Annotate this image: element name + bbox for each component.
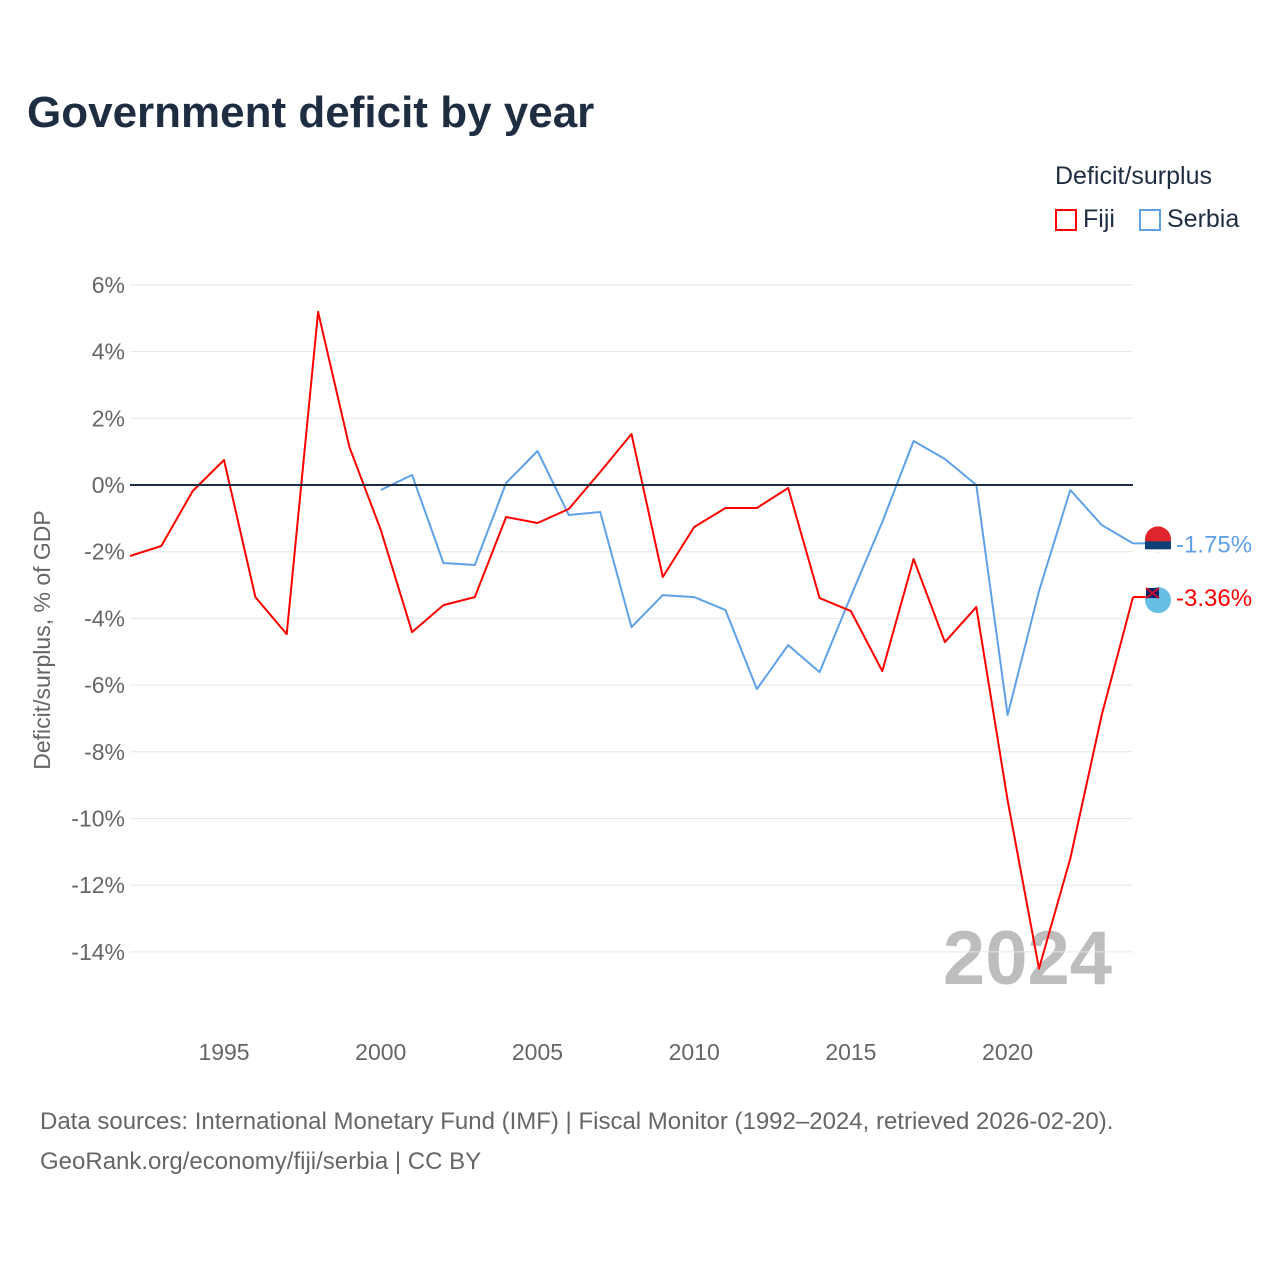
y-tick-label: -14% — [71, 939, 125, 965]
y-tick-label: -10% — [71, 806, 125, 832]
y-tick-label: -6% — [84, 672, 125, 698]
y-tick-label: 4% — [92, 339, 125, 365]
legend-label-serbia: Serbia — [1167, 205, 1240, 233]
end-value-label-serbia: -1.75% — [1176, 531, 1252, 558]
series-line-fiji — [129, 310, 1134, 970]
y-tick-label: -4% — [84, 605, 125, 631]
series-line-serbia — [380, 440, 1134, 717]
chart-title: Government deficit by year — [27, 88, 595, 137]
x-tick-label: 2000 — [355, 1039, 406, 1065]
y-tick-label: -8% — [84, 739, 125, 765]
y-tick-label: 0% — [92, 472, 125, 498]
legend-item-serbia[interactable]: Serbia — [1139, 205, 1239, 234]
y-tick-label: 6% — [92, 272, 125, 298]
x-tick-label: 1995 — [198, 1039, 249, 1065]
legend-swatch-fiji — [1055, 208, 1077, 231]
legend-title: Deficit/surplus — [1055, 162, 1212, 190]
y-axis-label: Deficit/surplus, % of GDP — [29, 510, 55, 769]
legend-label-fiji: Fiji — [1083, 205, 1115, 233]
source-line-2: GeoRank.org/economy/fiji/serbia | CC BY — [40, 1148, 482, 1175]
x-tick-label: 2020 — [982, 1039, 1033, 1065]
flag-serbia-stripe — [1145, 541, 1171, 550]
year-watermark: 2024 — [943, 916, 1112, 1001]
legend-item-fiji[interactable]: Fiji — [1055, 205, 1115, 234]
x-tick-label: 2015 — [825, 1039, 876, 1065]
legend-swatch-serbia — [1139, 208, 1161, 231]
flag-serbia-stripe — [1145, 549, 1171, 553]
x-tick-label: 2005 — [512, 1039, 563, 1065]
x-tick-label: 2010 — [669, 1039, 720, 1065]
y-tick-label: -12% — [71, 872, 125, 898]
y-tick-label: 2% — [92, 405, 125, 431]
source-line-1: Data sources: International Monetary Fun… — [40, 1108, 1114, 1135]
flag-fiji-cross — [1145, 587, 1160, 599]
y-tick-label: -2% — [84, 539, 125, 565]
end-value-label-fiji: -3.36% — [1176, 585, 1252, 612]
